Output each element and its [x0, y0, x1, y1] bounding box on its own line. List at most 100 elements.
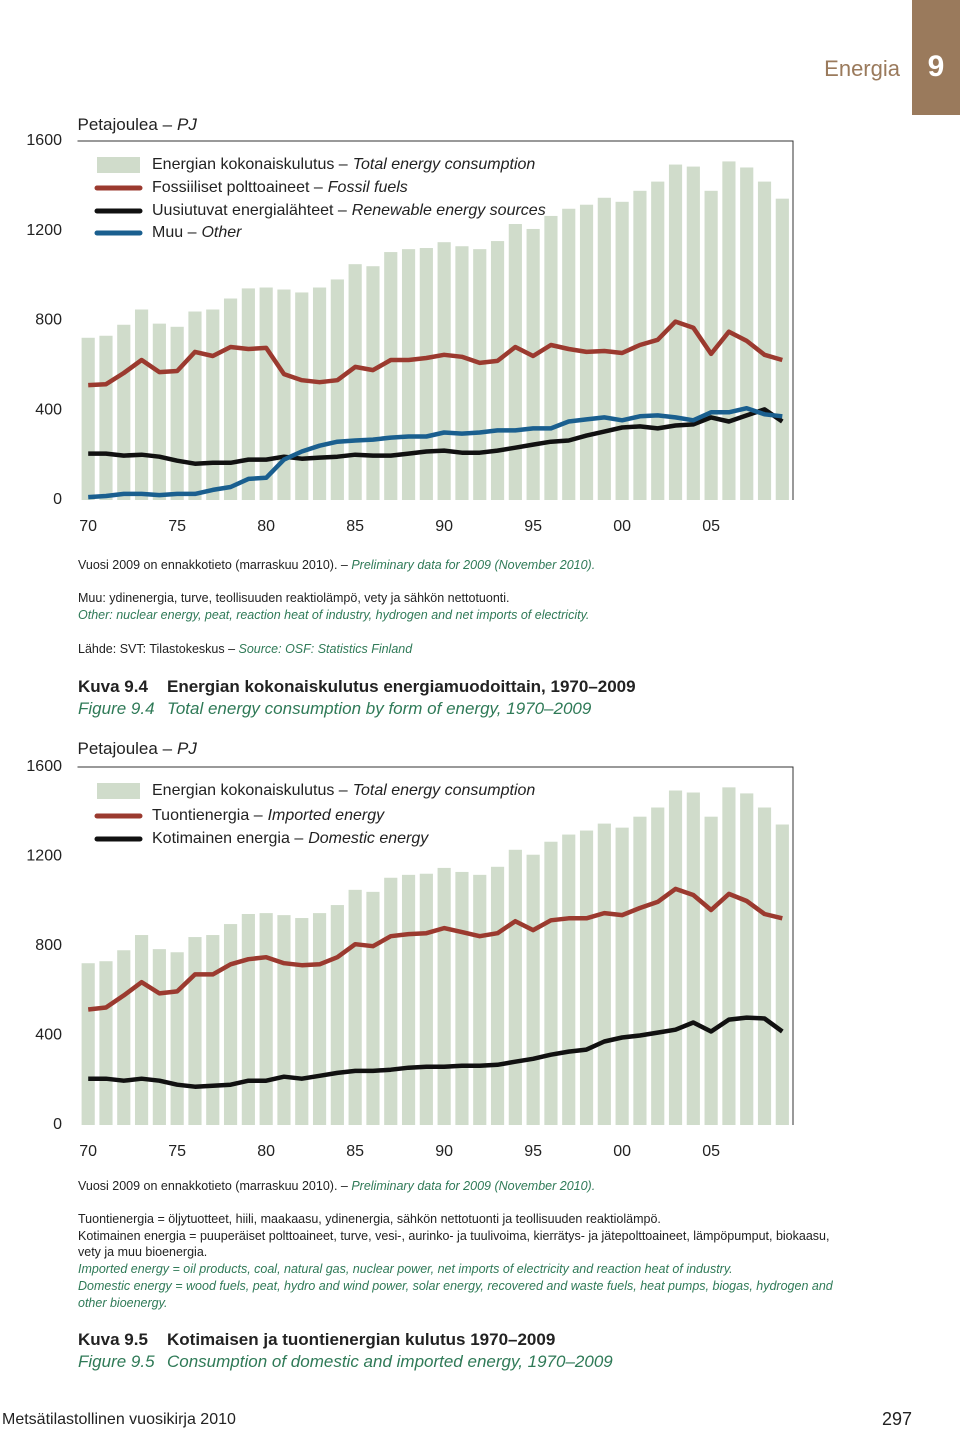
bar	[223, 298, 238, 500]
bar	[241, 288, 255, 500]
bar	[455, 871, 469, 1125]
bar	[259, 287, 273, 500]
bar	[419, 248, 433, 500]
section-number: 9	[928, 50, 945, 83]
chart: Petajoulea – PJ 0 400 800 1200 1600 70 75 80 85 90 9…	[26, 115, 794, 535]
bar	[562, 834, 576, 1125]
note-fi: Muu: ydinenergia, turve, teollisuuden re…	[78, 591, 510, 605]
bar	[206, 309, 220, 500]
legend-label: Energian kokonaiskulutus – Total energy c…	[152, 782, 535, 799]
x-tick-label: 00	[613, 1143, 631, 1160]
legend-label-fi: Energian kokonaiskulutus –	[152, 782, 348, 799]
bar	[437, 867, 451, 1125]
bar	[419, 873, 433, 1125]
legend-label: Energian kokonaiskulutus – Total energy c…	[152, 156, 535, 173]
note: Lähde: SVT: Tilastokeskus – Source: OSF:…	[78, 641, 848, 658]
note-fi: Lähde: SVT: Tilastokeskus –	[78, 642, 236, 656]
bar	[117, 324, 131, 500]
line-series	[87, 886, 783, 1012]
y-tick-label: 1600	[26, 132, 62, 149]
bar	[277, 915, 291, 1125]
bar	[312, 913, 327, 1125]
bar	[526, 228, 540, 500]
line-series	[88, 407, 784, 466]
x-tick-label: 70	[79, 1143, 97, 1160]
bar	[740, 793, 754, 1125]
legend-label-en: Imported energy	[268, 807, 386, 824]
bar	[597, 823, 611, 1125]
note-en: Preliminary data for 2009 (November 2010…	[351, 1179, 596, 1193]
unit-label-en: PJ	[177, 739, 197, 758]
legend-label-fi: Tuontienergia –	[152, 807, 263, 824]
bar	[384, 877, 398, 1125]
legend-label: Muu – Other	[152, 224, 242, 241]
x-tick-label: 80	[257, 1143, 275, 1160]
y-tick-label: 0	[53, 491, 62, 508]
x-tick-label: 80	[257, 518, 275, 535]
footer-page: 297	[882, 1409, 912, 1429]
bar	[99, 335, 113, 500]
bar	[295, 918, 309, 1125]
legend-swatch	[97, 783, 140, 799]
note-block: Lähde: SVT: Tilastokeskus – Source: OSF:…	[78, 641, 848, 658]
bar	[686, 792, 700, 1125]
y-tick-label: 1200	[26, 848, 62, 865]
chart: Petajoulea – PJ 0 400 800 1200 1600 70 75 80 85 90 9…	[26, 739, 794, 1160]
bar	[544, 215, 558, 500]
x-tick-label: 85	[346, 1143, 364, 1160]
x-tick-label: 85	[346, 518, 364, 535]
legend-label-en: Renewable energy sources	[352, 202, 546, 219]
x-tick-label: 05	[702, 1143, 720, 1160]
bar	[633, 816, 647, 1125]
bar	[206, 935, 220, 1125]
legend-label-en: Domestic energy	[308, 830, 429, 847]
section-tab	[912, 0, 960, 115]
note: Muu: ydinenergia, turve, teollisuuden re…	[78, 590, 848, 607]
x-tick-label: 75	[168, 518, 186, 535]
note-block: Vuosi 2009 on ennakkotieto (marraskuu 20…	[78, 557, 848, 574]
note: Vuosi 2009 on ennakkotieto (marraskuu 20…	[78, 1178, 848, 1195]
bar	[188, 937, 202, 1125]
legend-label: Uusiutuvat energialähteet – Renewable ene…	[152, 202, 546, 219]
bar	[508, 849, 522, 1125]
x-tick-label: 75	[168, 1143, 186, 1160]
y-tick-label: 400	[35, 401, 62, 418]
bar	[562, 208, 576, 501]
legend-label: Tuontienergia – Imported energy	[152, 807, 385, 824]
note-en: Preliminary data for 2009 (November 2010…	[351, 558, 596, 572]
bar	[490, 241, 505, 501]
bar	[81, 963, 95, 1125]
bar	[81, 337, 95, 500]
bar	[722, 787, 736, 1125]
note: Tuontienergia = öljytuotteet, hiili, maa…	[78, 1211, 848, 1228]
note: Imported energy = oil products, coal, na…	[78, 1261, 848, 1278]
x-tick-label: 00	[613, 518, 631, 535]
note-block: Muu: ydinenergia, turve, teollisuuden re…	[78, 590, 848, 623]
bar	[668, 790, 683, 1125]
bar	[455, 246, 469, 500]
bar	[757, 181, 772, 500]
caption-title-fi: Kotimaisen ja tuontienergian kulutus 197…	[167, 1330, 556, 1349]
y-tick-label: 0	[53, 1116, 62, 1133]
bar	[615, 827, 629, 1125]
bar	[579, 830, 594, 1125]
unit-label: Petajoulea – PJ	[78, 739, 198, 758]
bar	[348, 264, 362, 500]
y-tick-label: 1600	[26, 758, 62, 775]
legend-swatch	[97, 157, 140, 173]
bar	[473, 874, 487, 1125]
caption-title-en: Total energy consumption by form of ener…	[167, 699, 592, 718]
unit-label-fi: Petajoulea –	[78, 115, 173, 134]
legend-label-fi: Uusiutuvat energialähteet –	[152, 202, 347, 219]
x-tick-label: 95	[524, 1143, 542, 1160]
y-tick-label: 400	[35, 1027, 62, 1044]
note-fi: Vuosi 2009 on ennakkotieto (marraskuu 20…	[78, 1179, 348, 1193]
legend-label-fi: Energian kokonaiskulutus –	[152, 156, 348, 173]
note-en: Imported energy = oil products, coal, na…	[78, 1262, 733, 1277]
bar	[757, 807, 772, 1125]
line-series	[88, 405, 783, 500]
legend-label-fi: Kotimainen energia –	[152, 830, 303, 847]
x-tick-label: 05	[702, 518, 720, 535]
note-fi: Tuontienergia = öljytuotteet, hiili, maa…	[78, 1212, 661, 1226]
legend-label-en: Total energy consumption	[353, 782, 536, 799]
